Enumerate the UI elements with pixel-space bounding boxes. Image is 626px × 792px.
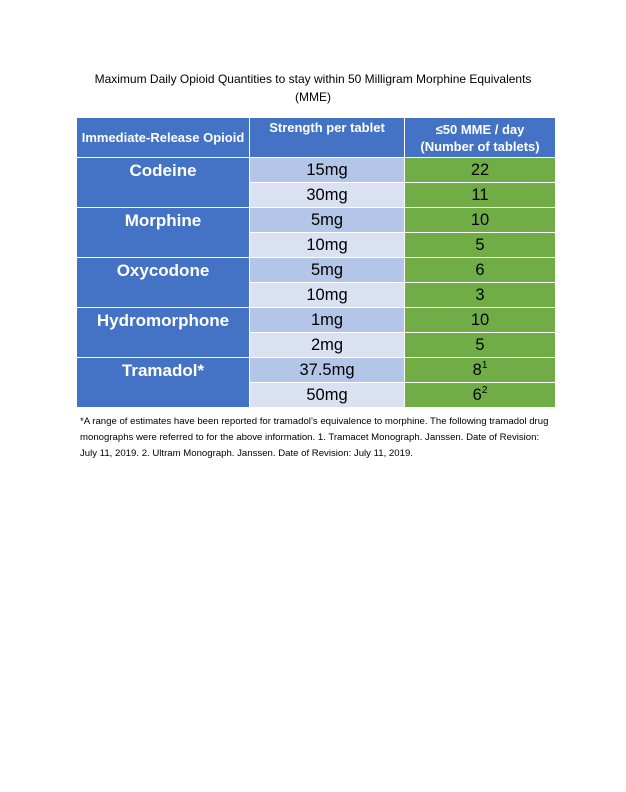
table-row: Codeine 15mg 22 <box>76 157 556 208</box>
reference-superscript: 1 <box>481 360 488 371</box>
footnote: *A range of estimates have been reported… <box>80 416 549 459</box>
drug-name: Hydromorphone <box>76 307 250 358</box>
tablets-value: 10 <box>470 211 490 229</box>
strength-cell: 5mg <box>249 257 405 283</box>
strength-cell: 50mg <box>249 382 405 408</box>
tablets-value: 10 <box>470 311 490 329</box>
tablets-cell: 10 <box>404 307 556 333</box>
tablets-value: 11 <box>471 186 489 204</box>
tablets-cell: 5 <box>404 232 556 258</box>
tablets-cell: 81 <box>404 357 556 383</box>
tablets-cell: 6 <box>404 257 556 283</box>
tablets-value: 5 <box>475 236 485 254</box>
strength-cell: 10mg <box>249 282 405 308</box>
tablets-cell: 11 <box>404 182 556 208</box>
table-row: Oxycodone 5mg 6 <box>76 257 556 308</box>
header-mme: ≤50 MME / day (Number of tablets) <box>404 117 556 158</box>
tablets-cell: 5 <box>404 332 556 358</box>
table-row: Tramadol* 37.5mg 81 <box>76 357 556 408</box>
tablets-value: 22 <box>470 161 490 179</box>
table-row: Hydromorphone 1mg 10 <box>76 307 556 358</box>
opioid-quantity-table: Immediate-Release Opioid Strength per ta… <box>76 117 556 408</box>
tablets-cell: 62 <box>404 382 556 408</box>
header-mme-line1: ≤50 MME / day <box>435 121 525 137</box>
drug-name: Codeine <box>76 157 250 208</box>
strength-cell: 5mg <box>249 207 405 233</box>
strength-cell: 30mg <box>249 182 405 208</box>
table-row: 10mg 3 <box>77 282 556 308</box>
drug-name: Tramadol* <box>76 357 250 408</box>
strength-cell: 37.5mg <box>249 357 405 383</box>
tablets-cell: 22 <box>404 157 556 183</box>
reference-superscript: 2 <box>481 385 488 396</box>
tablets-cell: 3 <box>404 282 556 308</box>
table-row: 50mg 62 <box>77 382 556 408</box>
tablets-value: 5 <box>475 336 485 354</box>
tablets-value: 6 <box>475 261 485 279</box>
table-header-row: Immediate-Release Opioid Strength per ta… <box>76 117 556 158</box>
drug-name: Oxycodone <box>76 257 250 308</box>
header-opioid: Immediate-Release Opioid <box>76 117 250 158</box>
strength-cell: 15mg <box>249 157 405 183</box>
table-row: 2mg 5 <box>77 332 556 358</box>
tablets-value: 3 <box>475 286 485 304</box>
strength-cell: 10mg <box>249 232 405 258</box>
strength-cell: 2mg <box>249 332 405 358</box>
tablets-value: 6 <box>472 386 482 404</box>
document-title: Maximum Daily Opioid Quantities to stay … <box>94 72 532 104</box>
header-mme-line2: (Number of tablets) <box>420 138 540 154</box>
table-row: 30mg 11 <box>77 182 556 208</box>
strength-cell: 1mg <box>249 307 405 333</box>
tablets-value: 8 <box>472 361 482 379</box>
drug-name: Morphine <box>76 207 250 258</box>
table-row: Morphine 5mg 10 <box>76 207 556 258</box>
tablets-cell: 10 <box>404 207 556 233</box>
header-strength: Strength per tablet <box>249 117 405 158</box>
